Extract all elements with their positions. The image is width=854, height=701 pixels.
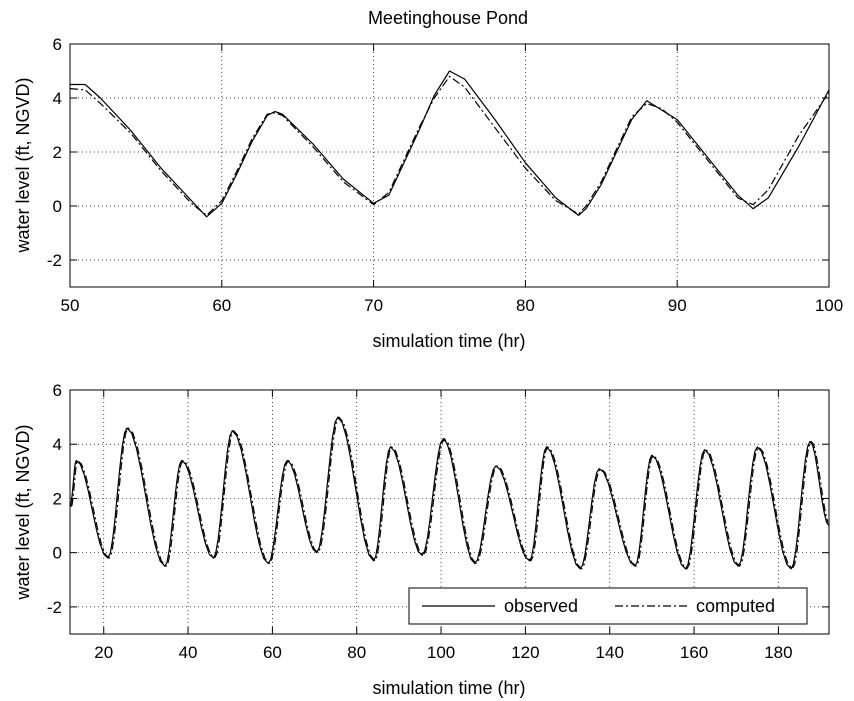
x-tick-label: 60 — [212, 296, 231, 315]
x-tick-label: 90 — [668, 296, 687, 315]
bottom-y-axis-label: water level (ft, NGVD) — [13, 424, 33, 600]
x-tick-label: 120 — [511, 643, 539, 662]
y-tick-label: 6 — [53, 35, 62, 54]
top-plot-frame — [69, 43, 830, 288]
x-tick-label: 60 — [263, 643, 282, 662]
y-tick-label: 0 — [53, 544, 62, 563]
top-x-axis-label: simulation time (hr) — [372, 331, 525, 351]
x-tick-label: 40 — [179, 643, 198, 662]
x-tick-label: 180 — [764, 643, 792, 662]
x-tick-label: 50 — [61, 296, 80, 315]
legend-observed-label: observed — [504, 596, 578, 616]
top-y-axis-label: water level (ft, NGVD) — [13, 77, 33, 253]
x-tick-label: 100 — [815, 296, 843, 315]
bottom-plot-frame — [69, 389, 830, 635]
bottom-series-lines — [69, 416, 830, 570]
chart-title: Meetinghouse Pond — [368, 8, 528, 28]
series-line-observed — [70, 70, 830, 218]
y-tick-label: 2 — [53, 143, 62, 162]
x-tick-label: 20 — [94, 643, 113, 662]
series-line-computed — [69, 75, 830, 216]
y-tick-label: 6 — [53, 381, 62, 400]
x-tick-label: 100 — [427, 643, 455, 662]
x-tick-label: 80 — [347, 643, 366, 662]
y-tick-label: -2 — [47, 251, 62, 270]
x-tick-label: 160 — [680, 643, 708, 662]
y-tick-label: 4 — [53, 435, 62, 454]
x-tick-label: 80 — [516, 296, 535, 315]
series-line-computed — [70, 416, 829, 570]
legend-computed-label: computed — [696, 596, 775, 616]
legend: observed computed — [408, 587, 808, 625]
x-tick-label: 140 — [596, 643, 624, 662]
series-line-observed — [69, 416, 830, 570]
y-tick-label: 0 — [53, 197, 62, 216]
bottom-ticks: 20 40 60 80 100 120 140 160 180 -2 0 2 4 6 — [47, 381, 829, 662]
y-tick-label: 2 — [53, 489, 62, 508]
top-series-lines — [69, 70, 830, 218]
y-tick-label: -2 — [47, 598, 62, 617]
bottom-x-axis-label: simulation time (hr) — [372, 678, 525, 698]
bottom-axes: 20 40 60 80 100 120 140 160 180 -2 0 2 4 6 simulation… — [13, 381, 830, 698]
top-axes: 50 60 70 80 90 100 -2 0 2 4 6 simulation time (hr)… — [13, 35, 843, 351]
top-ticks: 50 60 70 80 90 100 -2 0 2 4 6 — [47, 35, 843, 315]
y-tick-label: 4 — [53, 89, 62, 108]
x-tick-label: 70 — [364, 296, 383, 315]
